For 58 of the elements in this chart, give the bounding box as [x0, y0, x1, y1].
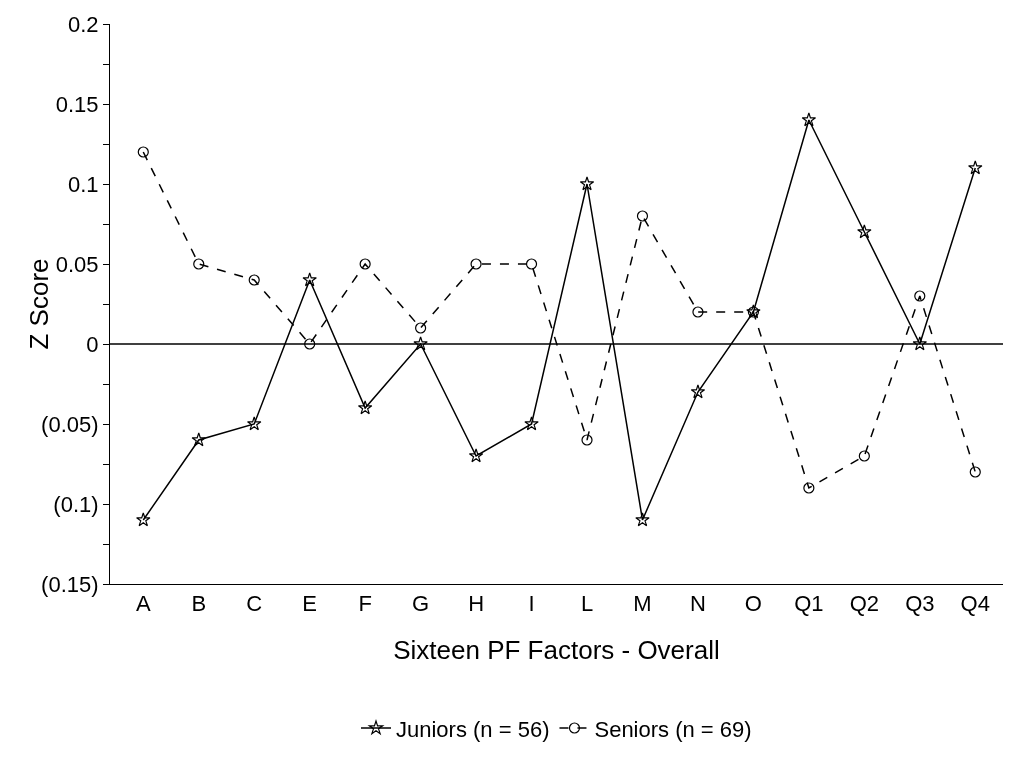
y-tick-label: (0.1): [53, 491, 99, 517]
point: [524, 416, 539, 431]
y-tick-label: 0: [86, 331, 99, 357]
x-tick-label: A: [135, 591, 151, 617]
point: [579, 176, 595, 191]
point: [525, 258, 538, 270]
x-tick-label: E: [302, 591, 318, 617]
x-tick-label: G: [412, 591, 430, 617]
point: [636, 210, 649, 222]
point: [359, 258, 371, 270]
point: [692, 306, 704, 318]
point: [193, 258, 205, 270]
point: [413, 336, 428, 351]
point: [246, 416, 262, 431]
x-tick-label: H: [468, 591, 485, 617]
point: [415, 322, 427, 334]
point: [968, 160, 983, 175]
point: [191, 432, 207, 447]
legend-label: Seniors (n = 69): [594, 716, 752, 742]
point: [304, 338, 316, 350]
x-tick-label: Q2: [849, 591, 880, 617]
x-tick-label: I: [528, 591, 535, 617]
x-tick-label: L: [580, 591, 594, 617]
x-tick-label: C: [246, 591, 263, 617]
y-tick-label: 0.2: [68, 11, 99, 37]
point: [857, 224, 872, 239]
x-tick-label: F: [358, 591, 372, 617]
x-tick-label: O: [744, 591, 762, 617]
point: [136, 512, 151, 527]
x-tick-label: B: [191, 591, 207, 617]
point: [468, 448, 484, 463]
y-tick-label: 0.1: [68, 171, 99, 197]
point: [581, 434, 593, 446]
x-tick-label: Q1: [794, 591, 824, 617]
point: [470, 258, 482, 270]
y-tick-label: (0.15): [41, 571, 99, 597]
point: [914, 290, 926, 302]
point: [969, 466, 981, 478]
point: [635, 512, 650, 527]
y-tick-label: (0.05): [41, 411, 99, 437]
x-tick-label: M: [633, 591, 652, 617]
point: [137, 146, 149, 158]
y-tick-label: 0.05: [55, 251, 99, 277]
x-tick-label: Q3: [905, 591, 935, 617]
point: [858, 450, 870, 462]
x-axis-title: Sixteen PF Factors - Overall: [393, 635, 720, 666]
x-tick-label: N: [689, 591, 706, 617]
y-tick-label: 0.15: [55, 91, 99, 117]
point: [357, 400, 373, 415]
point: [690, 384, 706, 399]
point: [801, 112, 817, 127]
x-tick-label: Q4: [960, 591, 990, 617]
point: [912, 336, 928, 351]
point: [248, 274, 260, 286]
point: [803, 482, 815, 494]
y-axis-title: Z Score: [23, 258, 54, 350]
point: [302, 272, 317, 287]
legend-label: Juniors (n = 56): [396, 716, 550, 742]
